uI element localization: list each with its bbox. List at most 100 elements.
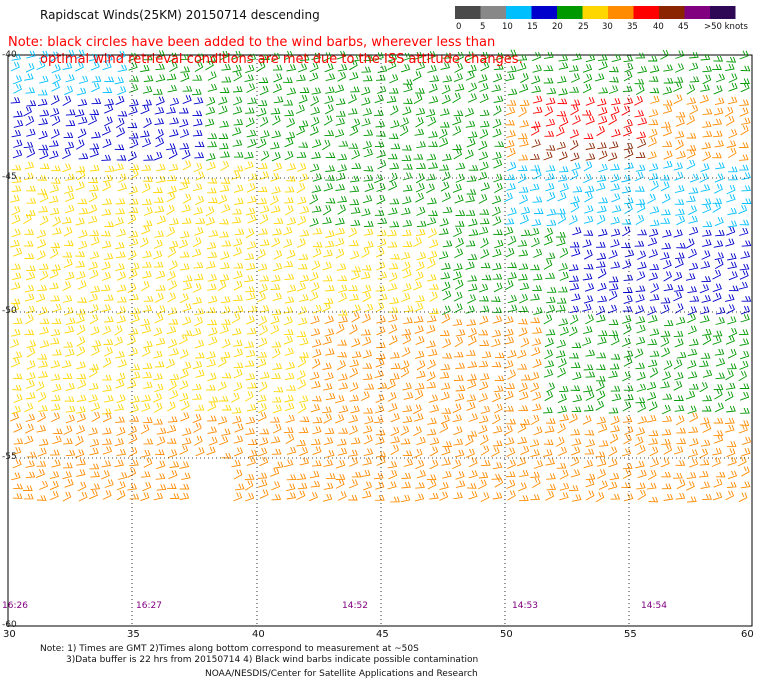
wind-barb [598,87,609,94]
wind-barb [128,347,139,357]
wind-barb [491,84,502,93]
wind-barb [219,50,229,61]
wind-barb [299,54,310,62]
wind-barb [403,98,413,105]
wind-barb [572,227,582,236]
wind-barb [76,469,86,477]
wind-barb [169,493,180,499]
wind-barb [467,380,477,389]
wind-barb [648,137,657,147]
wind-barb [308,492,318,502]
wind-barb [543,236,553,246]
wind-barb [299,274,310,283]
wind-barb [608,276,619,283]
wind-barb [324,95,334,105]
wind-barb [77,280,87,290]
wind-barb [337,360,346,371]
wind-barb [386,380,396,390]
wind-barb [492,425,503,434]
wind-barb [75,109,85,117]
wind-barb [127,283,137,294]
wind-barb [208,436,218,446]
wind-barb [361,86,371,96]
wind-barb [660,458,670,468]
wind-barb [739,383,750,389]
wind-barb [129,139,139,149]
wind-barb [233,348,243,358]
wind-barb [737,456,747,467]
wind-barb [699,173,709,183]
wind-barb [233,447,243,457]
wind-barb [428,250,438,260]
wind-barb [390,143,401,150]
wind-barb [649,87,660,94]
wind-barb [595,381,605,392]
wind-barb [454,83,465,92]
wind-barb [273,250,283,260]
wind-barb [193,118,203,127]
wind-barb [491,195,502,205]
wind-barb [569,413,578,424]
wind-barb [442,471,452,479]
wind-barb [323,413,332,424]
wind-barb [465,261,475,270]
wind-barb [739,219,750,226]
wind-barb [569,170,579,181]
wind-barb [688,62,699,71]
wind-barb [167,247,177,258]
wind-barb [661,121,671,128]
wind-barb [518,186,529,193]
wind-barb [205,384,216,391]
wind-barb [90,285,101,293]
wind-barb [673,359,683,370]
wind-barb [143,381,153,389]
wind-barb [154,205,165,213]
wind-barb [504,192,513,203]
wind-barb [673,291,683,302]
wind-barb [233,369,243,379]
wind-barb [401,52,411,62]
wind-barb [375,302,385,313]
wind-barb [727,261,738,270]
wind-barb [464,149,474,160]
wind-barb [258,381,268,392]
wind-barb [739,164,749,171]
wind-barb [299,87,310,93]
wind-barb [689,295,700,302]
wind-barb [325,165,335,172]
wind-barb [439,423,449,433]
wind-barb [582,239,592,248]
wind-barb [299,294,309,302]
wind-barb [559,271,569,281]
wind-barb [246,129,257,138]
wind-barb [609,66,619,73]
wind-barb [272,162,283,172]
wind-barb [440,181,450,192]
wind-barb [322,217,332,225]
wind-barb [637,416,648,425]
wind-barb [103,339,114,345]
wind-barb [414,271,424,281]
wind-barb [714,97,725,106]
wind-barb [596,364,606,371]
wind-barb [114,217,124,226]
wind-barb [362,284,372,294]
swath-time-1: 16:26 [2,601,28,611]
wind-barb [65,348,75,357]
wind-barb [374,94,384,104]
wind-barb [492,263,502,271]
wind-barb [167,85,178,93]
wind-barb [335,395,345,404]
wind-barb [427,228,437,239]
wind-barb [647,55,658,62]
wind-barb [115,95,125,106]
wind-barb [337,491,347,501]
wind-barb [518,306,529,312]
wind-barb [685,238,695,249]
wind-barb [662,415,673,423]
wind-barb [130,364,140,371]
wind-barb [89,304,99,314]
wind-barb [377,293,388,301]
wind-barb [711,457,721,467]
wind-barb [361,469,371,478]
